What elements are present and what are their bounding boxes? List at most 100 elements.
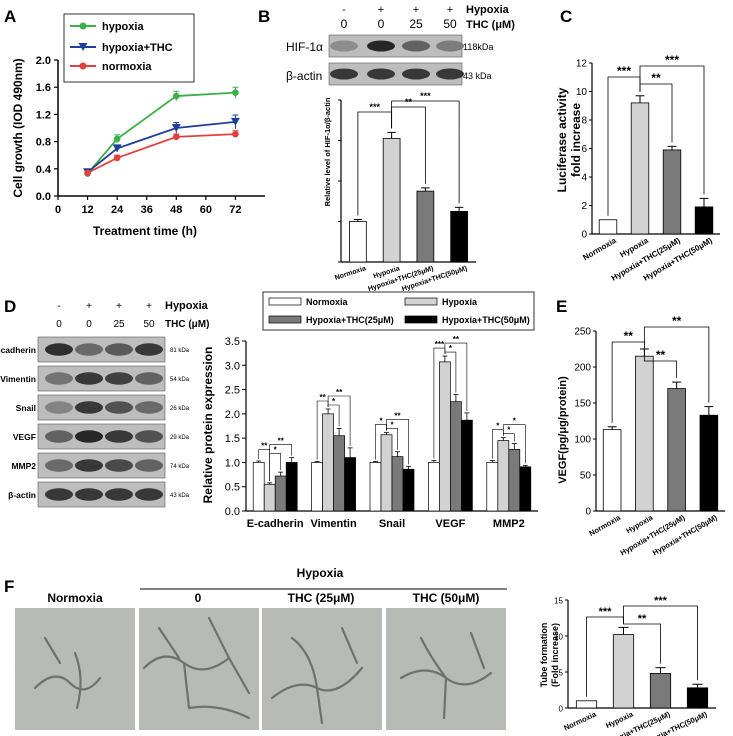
panel-f-micrographs: [15, 608, 506, 730]
panel-d-bar: [380, 434, 393, 512]
panel-d-header: Hypoxia THC (μM) - + + + 0 0 25 50: [56, 300, 209, 330]
panel-d-sig-label: *: [496, 422, 500, 431]
panel-d-sign-2: +: [86, 301, 92, 312]
panel-label-c: C: [560, 7, 572, 26]
chartC-y-tick-label: 4: [581, 173, 587, 184]
chartF-bar: [575, 700, 598, 709]
panel-d-sig-label: *: [513, 417, 517, 426]
chartE-bar: [602, 429, 622, 512]
chartE-y-tick-label: 0: [585, 507, 591, 518]
chartF-y-tick-label: 5: [559, 669, 564, 678]
panel-a-line-chart: hypoxia hypoxia+THC normoxia Treatment t…: [11, 13, 265, 238]
panel-d-bar: [252, 462, 265, 512]
panel-d-bar: [402, 468, 415, 512]
panel-d-sig-label: *: [449, 344, 453, 353]
blot-d-row-2-band: [75, 401, 103, 414]
blot-d-size-label: 81 kDa: [170, 348, 190, 354]
panel-d-y-tick-label: 1.5: [225, 433, 240, 445]
blot-d-row-0-band: [75, 343, 103, 356]
panel-d-sig-label: *: [332, 397, 336, 406]
chartC-y-tick-label: 12: [576, 59, 588, 70]
panel-d-dose-2: 0: [86, 319, 92, 330]
chartF-y-tick-label: 15: [554, 597, 563, 606]
panel-d-bar: [322, 413, 334, 512]
blot-d-row-5-band: [105, 488, 133, 501]
chartB-sig-label: **: [405, 97, 413, 107]
chartF-sig-bracket: [623, 605, 698, 681]
blot-hif-band: [330, 40, 358, 52]
chartE-sig-label: **: [672, 314, 682, 328]
panel-b-hypoxia-label: Hypoxia: [466, 4, 510, 16]
panel-b-sign-4: +: [447, 4, 453, 16]
panel-b-dose-1: 0: [341, 17, 348, 31]
panel-d-dose-1: 0: [56, 319, 62, 330]
legend-marker-normoxia: [79, 62, 87, 70]
panel-d-bar: [428, 462, 440, 512]
panel-d-dose-4: 50: [143, 319, 155, 330]
chartB-sig-label: ***: [369, 102, 380, 112]
panel-f-ylabel-line2: (Fold increase): [550, 623, 560, 687]
chartF-sig-bracket: [623, 623, 661, 664]
panel-label-a: A: [4, 7, 16, 26]
blot-d-row-3-band: [75, 430, 103, 443]
panel-e-ylabel: VEGF(pg/μg/protein): [557, 376, 569, 484]
panel-d-sig-label: **: [319, 393, 326, 402]
chartF-category-label: Normoxia: [562, 709, 598, 732]
panel-d-bar: [519, 466, 532, 512]
legend-marker-hypoxia-thc: [78, 43, 88, 51]
chartB-sig-label: ***: [420, 91, 431, 101]
panel-e-bar-chart: VEGF(pg/μg/protein) 0 50 100 150 200 250 Normo…: [557, 314, 725, 557]
panel-d-sign-4: +: [146, 301, 152, 312]
panel-a-x-tick-label: 24: [111, 204, 124, 216]
panel-d-sign-3: +: [116, 301, 122, 312]
chartE-sig-bracket: [643, 345, 678, 379]
chartE-bar: [635, 355, 654, 512]
panel-d-bar: [508, 448, 521, 512]
chartC-bar: [662, 149, 682, 235]
panel-label-d: D: [4, 297, 16, 316]
panel-d-sig-label: ***: [435, 340, 445, 349]
chartC-bar: [598, 219, 618, 235]
panel-d-sig-bracket: [386, 419, 409, 465]
blot-d-row-0-band: [45, 343, 73, 356]
chartF-bar: [686, 687, 709, 709]
chartF-sig-label: ***: [599, 606, 613, 618]
panel-a-x-tick-label: 48: [170, 204, 182, 216]
legend-label-hypoxia-d: Hypoxia: [442, 297, 478, 307]
panel-d-legend: Normoxia Hypoxia Hypoxia+THC(25μM) Hypox…: [262, 291, 535, 331]
blot-d-protein-label: β-actin: [8, 490, 36, 500]
blot-actin-b-band: [367, 68, 395, 80]
legend-label-hypoxia-thc: hypoxia+THC: [102, 42, 173, 54]
chartE-y-tick-label: 100: [574, 435, 591, 446]
chartF-sig-label: ***: [654, 595, 668, 607]
legend-label-hypoxia: hypoxia: [102, 21, 144, 33]
chartE-y-tick-label: 250: [574, 327, 591, 338]
blot-d-row-3-band: [135, 430, 163, 443]
panel-b-dose-2: 0: [378, 17, 385, 31]
chartF-bar: [612, 634, 635, 709]
chartC-sig-label: ***: [665, 53, 679, 67]
blot-d-protein-label: Snail: [16, 403, 36, 413]
panel-f-title-0: 0: [195, 591, 202, 605]
blot-d-row-2-band: [105, 401, 133, 414]
panel-d-bar: [369, 462, 382, 512]
blot-d-row-5-band: [135, 488, 163, 501]
panel-d-sign-1: -: [57, 301, 60, 312]
panel-d-sig-label: *: [274, 446, 278, 455]
chartC-bar: [630, 102, 650, 235]
panel-b-bar-chart: Relative level of HIF-1α/β-actin Normoxi…: [323, 91, 476, 293]
chartC-y-tick-label: 2: [581, 201, 587, 212]
panel-d-y-tick-label: 0.0: [225, 506, 240, 518]
data-point: [230, 117, 240, 126]
data-point: [84, 169, 91, 177]
micrograph-tubes-0: [33, 636, 102, 710]
chartE-y-tick-label: 200: [574, 363, 591, 374]
series-line-2: [87, 133, 236, 174]
series-line-0: [86, 91, 236, 175]
legend-swatch-thc25: [268, 315, 302, 324]
panel-d-bar: [450, 401, 462, 512]
panel-d-sig-bracket: [327, 395, 351, 446]
blot-d-size-label: 74 kDa: [170, 464, 190, 470]
chartE-category-label: Normoxia: [588, 513, 623, 539]
chartE-sig-bracket: [643, 326, 710, 403]
